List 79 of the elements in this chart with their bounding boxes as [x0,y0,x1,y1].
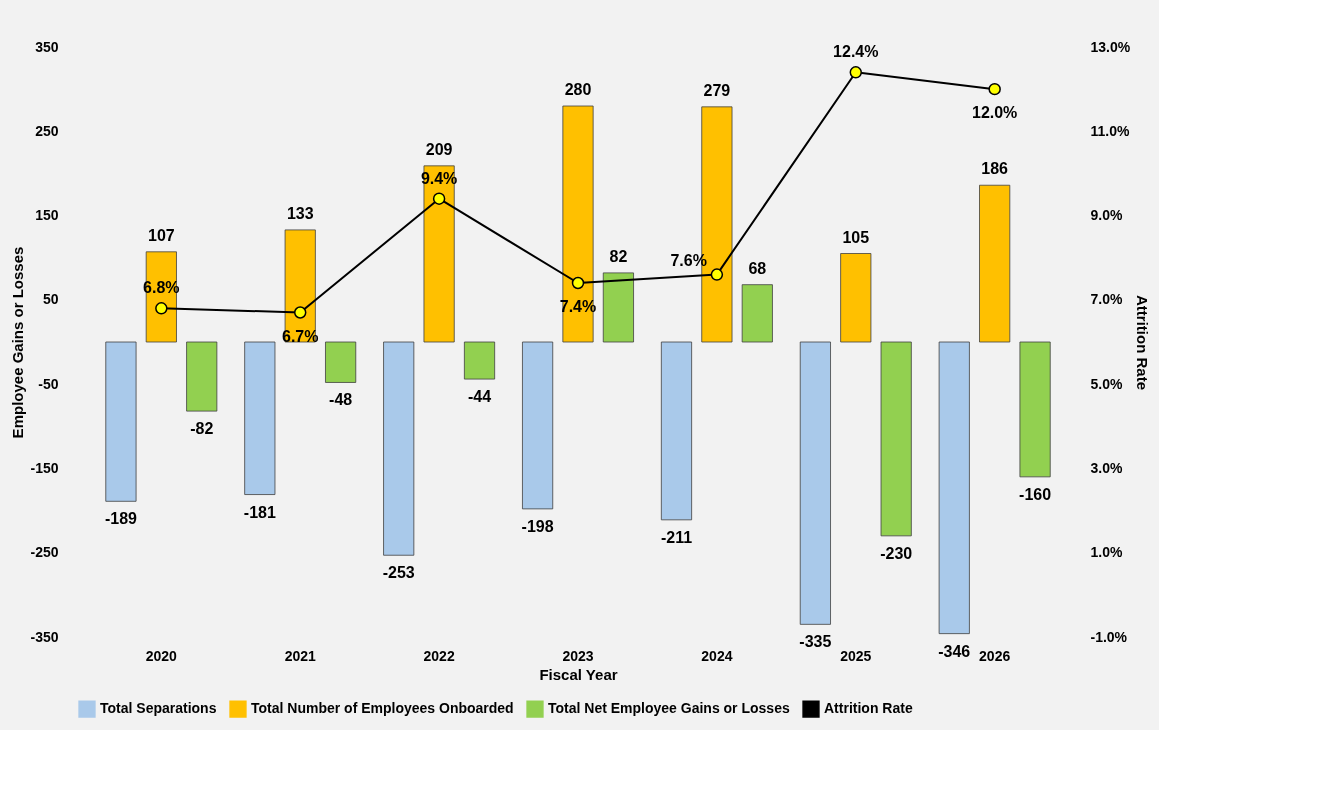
data-label: -253 [382,564,415,582]
y-tick-label: -250 [30,544,59,561]
data-label: -230 [880,544,913,562]
bar [244,341,276,495]
data-label: 12.4% [833,43,879,61]
data-label: -211 [660,528,693,546]
legend-label: Total Net Employee Gains or Losses [548,700,790,717]
data-label: -82 [190,420,214,438]
point [849,66,862,79]
bar [938,341,970,635]
y2-tick-label: 7.0% [1090,291,1123,308]
x-tick-label: 2021 [284,647,316,664]
bar [325,341,357,383]
data-label: -44 [467,388,492,406]
y2-tick-label: 13.0% [1090,38,1131,55]
data-label: -48 [329,391,353,409]
point [571,276,585,290]
y-tick-label: 250 [35,122,59,139]
y2-tick-label: 9.0% [1090,207,1123,224]
bar [660,341,693,521]
data-label: 105 [842,228,870,246]
y2-axis-title: Attrition Rate [1134,295,1152,390]
y-tick-label: 50 [42,291,59,308]
data-label: -160 [1019,485,1052,503]
bar [799,341,831,625]
data-label: 68 [748,259,767,277]
bar [602,272,634,343]
x-axis-title: Fiscal Year [539,665,618,683]
x-tick-label: 2026 [979,647,1011,664]
y2-tick-label: 3.0% [1090,459,1123,476]
y-tick-label: -150 [30,459,59,476]
point [155,302,168,315]
data-label: -181 [243,503,276,521]
x-tick-label: 2023 [562,647,594,664]
y-tick-label: 350 [35,38,59,55]
y2-tick-label: 1.0% [1090,544,1123,561]
legend-label: Total Number of Employees Onboarded [251,700,514,717]
y-tick-label: -350 [30,628,59,645]
data-label: 12.0% [971,104,1018,122]
y-tick-label: -50 [38,375,59,392]
bar [284,229,316,343]
bar [979,184,1011,343]
data-label: -198 [521,517,554,535]
data-label: -335 [799,633,832,651]
legend-label: Total Separations [100,700,217,717]
bar [880,341,912,537]
point [988,82,1001,96]
x-tick-label: 2022 [423,647,455,664]
bar [423,165,455,343]
point [432,192,446,205]
point [294,306,307,319]
data-label: -346 [938,642,971,660]
y-tick-label: 150 [35,207,59,224]
data-label: -189 [104,510,138,528]
x-tick-label: 2025 [840,647,872,664]
bar [840,253,872,343]
y2-tick-label: -1.0% [1090,628,1128,645]
data-label: 279 [703,81,731,99]
data-label: 280 [564,81,592,98]
bar [463,341,496,380]
legend-label: Attrition Rate [824,700,913,717]
bar [186,341,218,412]
x-tick-label: 2024 [701,647,733,664]
bar [522,341,554,510]
bar [105,341,137,502]
bar [741,284,773,343]
bar [562,105,594,343]
data-label: 133 [286,204,314,222]
data-label: 107 [147,226,175,244]
x-tick-label: 2020 [145,647,178,664]
y-axis-title: Employee Gains or Losses [9,246,27,439]
data-label: 82 [609,247,628,265]
data-label: 186 [981,160,1009,178]
y2-tick-label: 11.0% [1090,122,1130,139]
point [710,268,724,281]
y2-tick-label: 5.0% [1090,375,1123,392]
bar [1019,341,1051,478]
data-label: 209 [425,140,453,158]
bar [383,341,415,556]
